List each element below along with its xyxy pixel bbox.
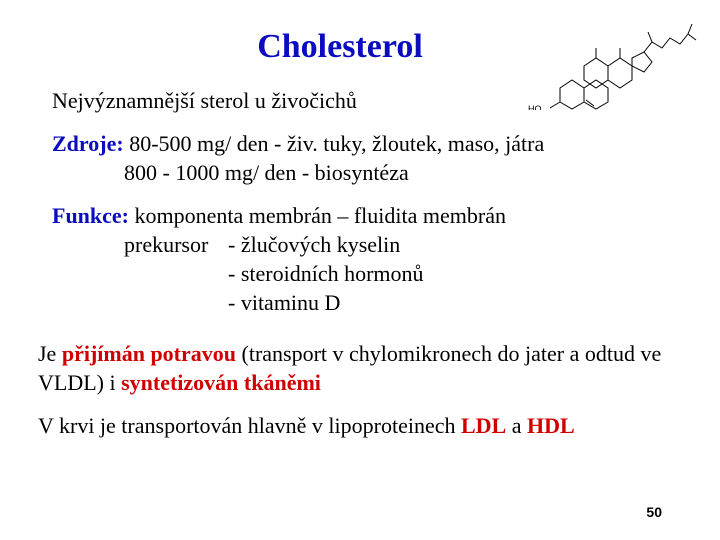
p1-b: přijímán potravou: [62, 341, 236, 366]
molecule-ho-label: HO: [528, 104, 542, 110]
p2-d: HDL: [527, 413, 575, 438]
funkce-text1: komponenta membrán – fluidita membrán: [129, 203, 506, 228]
funkce-line1: Funkce: komponenta membrán – fluidita me…: [52, 201, 684, 230]
zdroje-line1: Zdroje: 80-500 mg/ den - živ. tuky, žlou…: [52, 129, 684, 158]
paragraph-2: V krvi je transportován hlavně v lipopro…: [38, 411, 684, 440]
funkce-line4: - vitaminu D: [52, 288, 684, 317]
paragraph-1: Je přijímán potravou (transport v chylom…: [38, 339, 684, 397]
funkce-label: Funkce:: [52, 203, 129, 228]
zdroje-label: Zdroje:: [52, 131, 124, 156]
funkce-line2: prekursor- žlučových kyselin: [52, 230, 684, 259]
funkce-bile: - žlučových kyselin: [228, 232, 400, 257]
p2-a: V krvi je transportován hlavně v lipopro…: [38, 413, 461, 438]
p1-d: syntetizován tkáněmi: [121, 370, 321, 395]
cholesterol-molecule-icon: HO: [528, 10, 698, 110]
p1-a: Je: [38, 341, 62, 366]
funkce-line3: - steroidních hormonů: [52, 259, 684, 288]
page-number: 50: [646, 504, 662, 520]
funkce-prekursor: prekursor: [124, 230, 228, 259]
zdroje-text1: 80-500 mg/ den - živ. tuky, žloutek, mas…: [124, 131, 545, 156]
p2-c: a: [506, 413, 527, 438]
zdroje-line2: 800 - 1000 mg/ den - biosyntéza: [52, 158, 684, 187]
p2-b: LDL: [461, 413, 506, 438]
